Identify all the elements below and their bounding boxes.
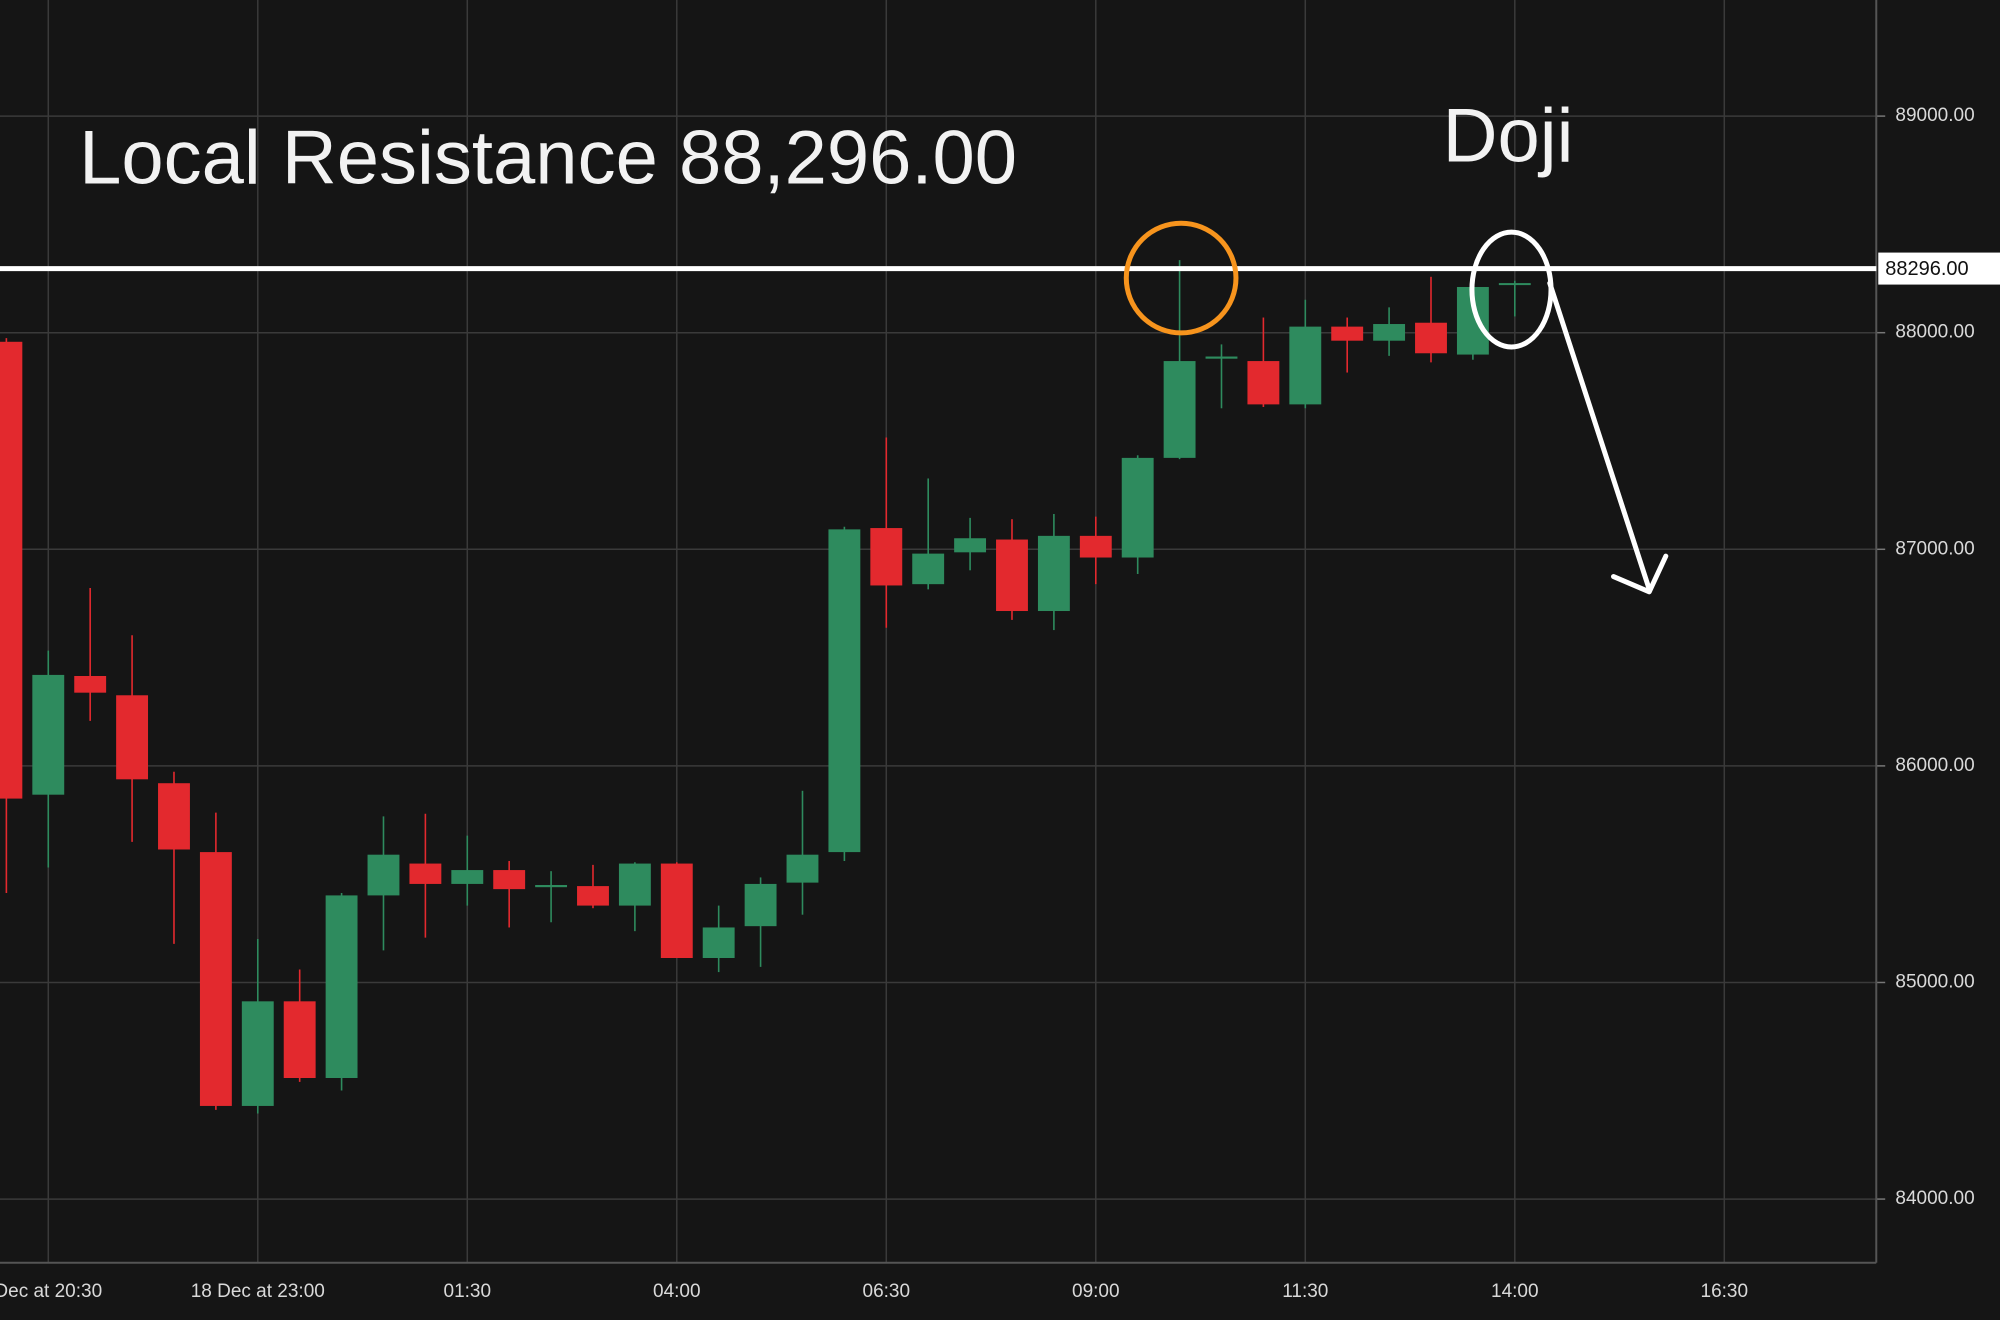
candle-body	[1121, 457, 1154, 558]
y-tick-label: 88000.00	[1895, 322, 1974, 343]
x-tick-label: 06:30	[863, 1281, 911, 1302]
y-tick-label: 85000.00	[1895, 971, 1974, 992]
candle-body	[74, 675, 107, 693]
x-tick-label: Dec at 20:30	[0, 1281, 102, 1302]
candle-body	[451, 870, 484, 884]
y-tick-label: 89000.00	[1895, 105, 1974, 126]
arrow-shaft	[1547, 280, 1652, 592]
candle-body	[1163, 361, 1196, 458]
candle-body	[1331, 326, 1364, 341]
x-tick-label: 04:00	[653, 1281, 701, 1302]
price-tag-label: 88296.00	[1885, 258, 1968, 280]
candle-body	[241, 1001, 274, 1106]
candle-body	[744, 883, 777, 927]
candle-body	[1498, 283, 1531, 286]
candle-body	[1373, 324, 1406, 341]
candle-body	[325, 895, 358, 1078]
highlight-circle	[1123, 220, 1239, 336]
candle-body	[912, 553, 945, 585]
candle-body	[535, 885, 568, 888]
candle-body	[660, 863, 693, 959]
candle-body	[493, 870, 526, 890]
x-tick-label: 09:00	[1072, 1281, 1120, 1302]
candle-body	[870, 528, 903, 586]
candle-body	[954, 538, 987, 553]
candle-body	[1037, 535, 1070, 612]
candle-body	[409, 863, 442, 884]
x-tick-label: 16:30	[1701, 1281, 1749, 1302]
candle-body	[1205, 356, 1238, 359]
candle-body	[1079, 535, 1112, 558]
candle-body	[1415, 322, 1447, 354]
candle-body	[828, 529, 861, 853]
x-tick-label: 11:30	[1282, 1281, 1328, 1302]
candle-body	[1247, 361, 1280, 405]
candle-body	[786, 854, 819, 883]
annotation: Doji	[1443, 94, 1574, 179]
candle-body	[116, 695, 149, 780]
chart-title: Local Resistance 88,296.00	[79, 115, 1017, 200]
candle-body	[702, 927, 735, 959]
candle-body	[199, 852, 232, 1106]
candle-body	[1289, 326, 1322, 405]
candle-body	[283, 1001, 316, 1078]
x-tick-label: 01:30	[444, 1281, 492, 1302]
candle-body	[0, 341, 23, 799]
candle-body	[158, 783, 190, 850]
candle-body	[996, 539, 1028, 612]
y-tick-label: 84000.00	[1895, 1188, 1974, 1209]
candle-body	[32, 674, 65, 795]
arrow-head	[1611, 553, 1669, 595]
x-tick-label: 18 Dec at 23:00	[191, 1281, 325, 1302]
candle-body	[577, 886, 609, 906]
y-tick-label: 86000.00	[1895, 755, 1974, 776]
candle-body	[618, 863, 651, 906]
candle-body	[367, 854, 400, 896]
y-tick-label: 87000.00	[1895, 538, 1974, 559]
price-tag	[1878, 252, 2000, 285]
x-tick-label: 14:00	[1491, 1281, 1539, 1302]
